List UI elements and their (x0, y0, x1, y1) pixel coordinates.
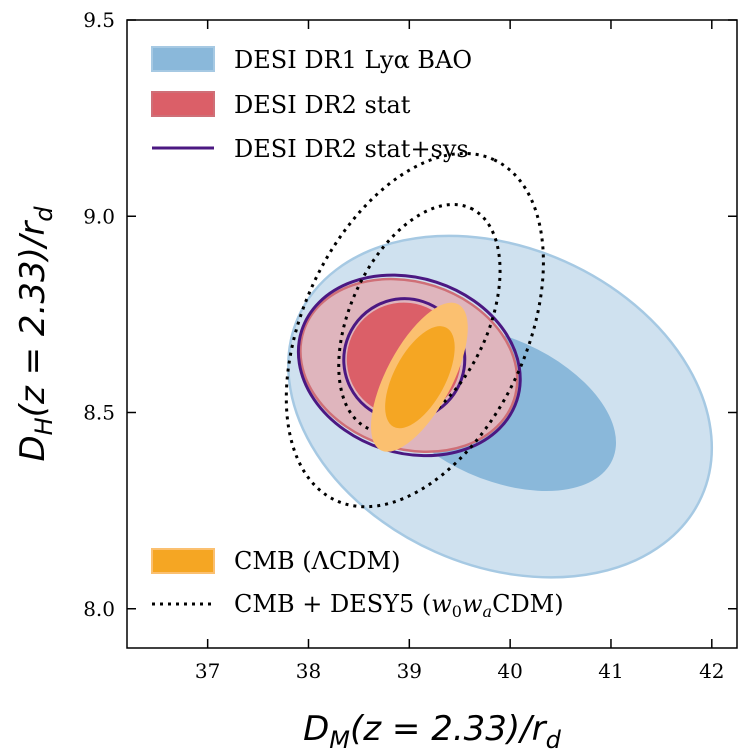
x-tick-label: 42 (699, 659, 724, 683)
legend-top: DESI DR1 Lyα BAO DESI DR2 stat DESI DR2 … (151, 46, 472, 163)
y-tick-label: 8.5 (83, 401, 115, 425)
legend-swatch-cmb-lcdm (151, 548, 215, 574)
legend-label-dr2-stat: DESI DR2 stat (234, 91, 411, 119)
plot-frame (126, 19, 738, 649)
y-tick-label: 9.0 (83, 204, 115, 228)
legend-label-cmb-lcdm: CMB (ΛCDM) (234, 547, 400, 575)
cmb-desy5-1sigma-contour (337, 202, 502, 434)
legend-label-dr1: DESI DR1 Lyα BAO (234, 46, 472, 74)
x-axis-ticks: 37 38 39 40 41 42 (195, 20, 725, 683)
cmb-lcdm-contours (370, 302, 468, 452)
legend-bottom: CMB (ΛCDM) CMB + DESY5 (w0waCDM) (151, 547, 564, 621)
legend-swatch-dr1 (151, 46, 215, 72)
y-tick-label: 9.5 (83, 8, 115, 32)
x-tick-label: 39 (397, 659, 422, 683)
cmb-lcdm-1sigma-contour (385, 326, 455, 429)
x-axis-label: DM(z = 2.33)/rd (303, 709, 562, 754)
x-tick-label: 38 (296, 659, 321, 683)
cmb-desy5-2sigma-contour (284, 151, 545, 509)
x-tick-label: 41 (598, 659, 623, 683)
x-tick-label: 37 (195, 659, 220, 683)
cmb-desy5-contours (284, 151, 545, 509)
legend-label-cmb-desy5: CMB + DESY5 (w0waCDM) (234, 590, 564, 621)
y-axis-label: DH(z = 2.33)/rd (13, 206, 58, 462)
legend-swatch-dr2-stat (151, 91, 215, 117)
y-axis-ticks: 8.0 8.5 9.0 9.5 (83, 8, 737, 621)
y-tick-label: 8.0 (83, 597, 115, 621)
legend-label-dr2-statsys: DESI DR2 stat+sys (234, 135, 469, 163)
x-tick-label: 40 (497, 659, 522, 683)
